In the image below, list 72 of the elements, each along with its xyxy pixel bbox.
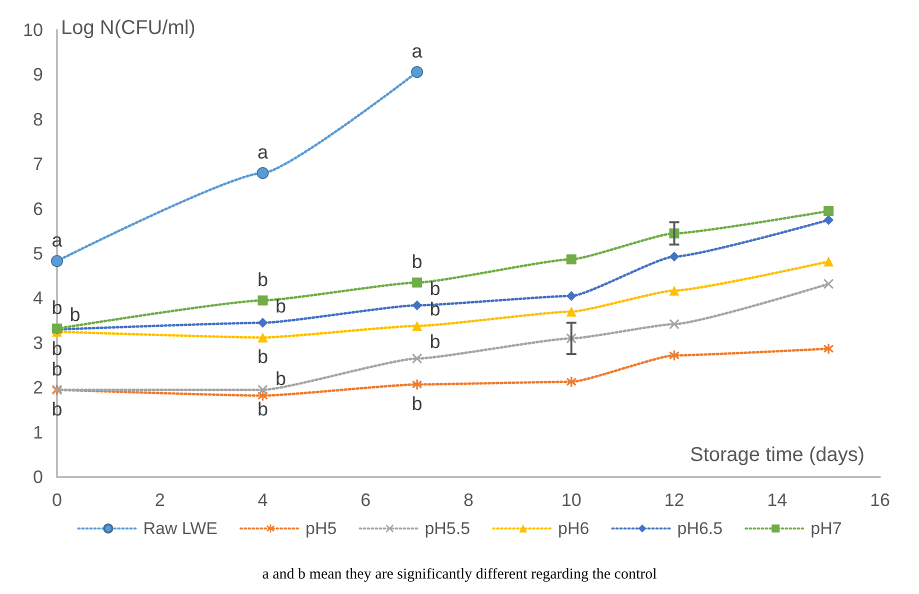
point: [412, 300, 422, 310]
annotation: b: [257, 399, 268, 420]
annotation: b: [412, 394, 422, 415]
annotation: b: [52, 338, 62, 360]
point: [51, 255, 63, 268]
point: [256, 167, 269, 180]
point: [258, 295, 268, 306]
point: [824, 278, 834, 289]
y-tick-label: 2: [32, 378, 43, 398]
annotation: b: [275, 296, 286, 318]
legend-label: pH6: [558, 519, 590, 538]
annotation: a: [257, 142, 268, 164]
text: a and b mean they are significantly different regarding the control: [262, 566, 657, 582]
point: [669, 252, 680, 262]
point: [669, 350, 680, 360]
x-tick-label: 8: [463, 490, 474, 510]
annotation: b: [70, 305, 80, 326]
annotation: b: [430, 278, 440, 300]
point: [566, 306, 576, 317]
x-tick-label: 14: [767, 490, 788, 510]
x-tick-label: 12: [664, 490, 684, 510]
y-tick-label: 1: [32, 422, 43, 442]
y-tick-label: 7: [32, 154, 43, 174]
point: [258, 318, 268, 328]
x-axis-title: Storage time (days): [690, 444, 865, 466]
point: [824, 206, 834, 216]
y-tick-label: 3: [32, 332, 43, 353]
annotation: b: [430, 332, 440, 354]
point: [824, 256, 834, 267]
point: [412, 354, 422, 364]
legend-label: pH7: [810, 519, 842, 538]
x-tick-label: 2: [154, 490, 165, 510]
point: [566, 254, 576, 264]
annotation: a: [52, 230, 63, 252]
legend-label: pH6.5: [677, 519, 723, 538]
point: [824, 344, 834, 354]
annotation: b: [275, 369, 286, 390]
point: [824, 214, 834, 225]
x-tick-label: 10: [561, 490, 582, 510]
y-tick-label: 5: [32, 244, 43, 264]
annotation: b: [52, 399, 62, 420]
annotation: b: [257, 347, 268, 368]
annotation: b: [257, 270, 268, 291]
y-tick-label: 0: [32, 467, 43, 487]
legend-label: pH5.5: [424, 519, 470, 538]
legend-label: pH5: [306, 519, 337, 538]
x-tick-label: 0: [52, 490, 62, 510]
x-tick-label: 4: [258, 490, 268, 510]
x-tick-label: 16: [870, 490, 890, 510]
annotation: a: [412, 42, 423, 63]
annotation: b: [52, 298, 62, 320]
point: [412, 379, 422, 390]
legend-label: Raw LWE: [143, 519, 218, 538]
y-tick-label: 10: [22, 20, 43, 40]
point: [411, 66, 424, 78]
point: [669, 286, 680, 296]
point: [258, 384, 268, 395]
point: [258, 332, 268, 343]
point: [669, 319, 680, 330]
y-tick-label: 4: [32, 288, 43, 308]
y-tick-label: 6: [32, 198, 43, 219]
annotation: b: [412, 252, 422, 274]
point: [566, 376, 576, 387]
point: [412, 278, 422, 288]
point: [412, 320, 422, 331]
y-tick-label: 9: [32, 64, 43, 85]
annotation: b: [52, 359, 62, 380]
x-tick-label: 6: [360, 490, 371, 510]
y-tick-label: 8: [32, 109, 43, 130]
point: [566, 290, 576, 301]
annotation: b: [430, 299, 440, 320]
y-axis-title: Log N(CFU/ml): [61, 17, 196, 39]
